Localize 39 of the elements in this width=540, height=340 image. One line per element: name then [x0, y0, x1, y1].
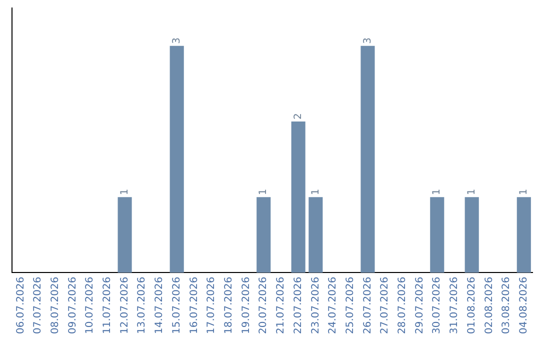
x-tick-label: 20.07.2026	[258, 276, 270, 334]
data-label: 2	[292, 113, 304, 120]
data-label: 1	[466, 188, 478, 196]
x-tick-label: 17.07.2026	[206, 276, 218, 334]
data-label: 3	[171, 37, 182, 44]
x-tick-label: 13.07.2026	[136, 276, 148, 334]
data-label: 1	[258, 188, 270, 196]
x-tick-label: 15.07.2026	[171, 276, 182, 334]
x-tick-label: 14.07.2026	[154, 276, 166, 334]
x-tick-label: 16.07.2026	[188, 276, 200, 334]
x-tick-label: 27.07.2026	[380, 276, 391, 334]
x-tick-label: 11.07.2026	[102, 276, 114, 334]
x-tick-label: 29.07.2026	[414, 276, 426, 334]
x-tick-label: 24.07.2026	[328, 276, 339, 334]
x-tick-label: 12.07.2026	[119, 276, 130, 334]
data-label: 1	[310, 188, 322, 196]
x-tick-label: 26.07.2026	[362, 276, 374, 334]
x-tick-label: 01.08.2026	[466, 276, 478, 334]
x-tick-label: 22.07.2026	[292, 276, 304, 334]
data-label: 1	[518, 188, 530, 196]
data-label: 3	[362, 37, 374, 44]
x-tick-label: 28.07.2026	[397, 276, 408, 334]
x-tick-label: 23.07.2026	[310, 276, 322, 334]
x-tick-label: 10.07.2026	[84, 276, 96, 334]
data-label: 1	[432, 188, 443, 196]
x-tick-label: 25.07.2026	[344, 276, 356, 334]
x-tick-label: 06.07.2026	[15, 276, 26, 334]
x-tick-label: 19.07.2026	[240, 276, 252, 334]
data-label: 1	[119, 188, 130, 196]
x-tick-label: 04.08.2026	[518, 276, 530, 334]
x-tick-label: 31.07.2026	[449, 276, 460, 334]
x-tick-label: 07.07.2026	[32, 276, 44, 334]
x-tick-label: 18.07.2026	[224, 276, 234, 334]
x-tick-label: 03.08.2026	[501, 276, 512, 334]
x-tick-label: 30.07.2026	[432, 276, 443, 334]
x-tick-label: 08.07.2026	[50, 276, 61, 334]
x-tick-label: 09.07.2026	[67, 276, 78, 334]
x-tick-label: 02.08.2026	[484, 276, 495, 334]
x-tick-label: 21.07.2026	[276, 276, 287, 334]
